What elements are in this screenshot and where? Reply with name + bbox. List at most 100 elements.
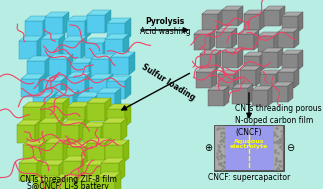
Polygon shape	[125, 18, 131, 41]
Bar	[214, 125, 284, 171]
Polygon shape	[101, 163, 119, 181]
Polygon shape	[77, 97, 95, 115]
Polygon shape	[105, 10, 111, 33]
Polygon shape	[258, 32, 279, 36]
Polygon shape	[264, 6, 285, 10]
Polygon shape	[272, 86, 288, 102]
Polygon shape	[240, 66, 261, 70]
Polygon shape	[222, 10, 238, 26]
Polygon shape	[258, 36, 274, 52]
Polygon shape	[73, 90, 79, 113]
Polygon shape	[101, 158, 125, 163]
Polygon shape	[216, 50, 221, 70]
Polygon shape	[202, 10, 223, 14]
Polygon shape	[288, 82, 293, 102]
Polygon shape	[63, 36, 87, 41]
Polygon shape	[222, 48, 243, 52]
Polygon shape	[282, 12, 303, 16]
Polygon shape	[57, 118, 63, 141]
Polygon shape	[200, 54, 216, 70]
Polygon shape	[101, 122, 107, 145]
Polygon shape	[45, 17, 63, 35]
Polygon shape	[238, 6, 243, 26]
Polygon shape	[222, 52, 238, 68]
Polygon shape	[17, 125, 35, 143]
Polygon shape	[103, 123, 121, 141]
Text: ⊕: ⊕	[204, 143, 212, 153]
Polygon shape	[27, 61, 45, 79]
Polygon shape	[43, 81, 61, 99]
Polygon shape	[97, 93, 115, 111]
Polygon shape	[81, 156, 87, 179]
Polygon shape	[212, 68, 217, 88]
Polygon shape	[85, 38, 109, 43]
Polygon shape	[101, 160, 107, 183]
Polygon shape	[39, 123, 57, 141]
Polygon shape	[109, 54, 115, 77]
Polygon shape	[63, 161, 81, 179]
Polygon shape	[280, 6, 285, 26]
Polygon shape	[260, 52, 265, 72]
Polygon shape	[260, 70, 281, 74]
Polygon shape	[37, 158, 43, 181]
Polygon shape	[39, 118, 63, 123]
Polygon shape	[21, 74, 45, 79]
Text: CNTs threading ZIF-8 film: CNTs threading ZIF-8 film	[20, 176, 116, 184]
Polygon shape	[208, 90, 224, 106]
Polygon shape	[107, 76, 131, 81]
Polygon shape	[89, 79, 107, 97]
Polygon shape	[27, 56, 51, 61]
Polygon shape	[115, 172, 121, 189]
Polygon shape	[85, 72, 91, 95]
Polygon shape	[87, 143, 105, 161]
Polygon shape	[232, 84, 253, 88]
Polygon shape	[252, 90, 268, 106]
Polygon shape	[91, 59, 109, 77]
Polygon shape	[33, 181, 51, 189]
Polygon shape	[272, 82, 293, 86]
Text: Sulfur loading: Sulfur loading	[140, 62, 196, 102]
Polygon shape	[194, 34, 210, 50]
Polygon shape	[41, 160, 65, 165]
Polygon shape	[41, 165, 59, 183]
Polygon shape	[196, 72, 212, 88]
Polygon shape	[278, 68, 299, 72]
Polygon shape	[210, 30, 215, 50]
Polygon shape	[63, 41, 81, 59]
Polygon shape	[83, 122, 107, 127]
Polygon shape	[278, 28, 299, 32]
Polygon shape	[254, 30, 259, 50]
Polygon shape	[77, 92, 101, 97]
Polygon shape	[19, 163, 37, 181]
Polygon shape	[73, 174, 79, 189]
Polygon shape	[282, 16, 298, 32]
Polygon shape	[83, 127, 101, 145]
Polygon shape	[260, 10, 265, 30]
Polygon shape	[232, 28, 237, 48]
Polygon shape	[37, 36, 43, 59]
Polygon shape	[63, 156, 87, 161]
Polygon shape	[89, 74, 113, 79]
Polygon shape	[91, 54, 115, 59]
Polygon shape	[107, 109, 125, 127]
Polygon shape	[23, 145, 41, 163]
Polygon shape	[67, 142, 91, 147]
Polygon shape	[23, 107, 41, 125]
Polygon shape	[105, 34, 129, 39]
Polygon shape	[71, 58, 95, 63]
Polygon shape	[41, 39, 59, 57]
Polygon shape	[23, 140, 47, 145]
Polygon shape	[25, 16, 49, 21]
Polygon shape	[107, 23, 125, 41]
Polygon shape	[49, 59, 67, 77]
Polygon shape	[262, 52, 278, 68]
Polygon shape	[55, 90, 79, 95]
Polygon shape	[87, 15, 105, 33]
Polygon shape	[33, 176, 57, 181]
Polygon shape	[105, 39, 123, 57]
Polygon shape	[51, 92, 57, 115]
Polygon shape	[95, 92, 101, 115]
Polygon shape	[222, 6, 243, 10]
Polygon shape	[87, 103, 105, 121]
Text: CNCF: supercapacitor: CNCF: supercapacitor	[208, 174, 290, 183]
